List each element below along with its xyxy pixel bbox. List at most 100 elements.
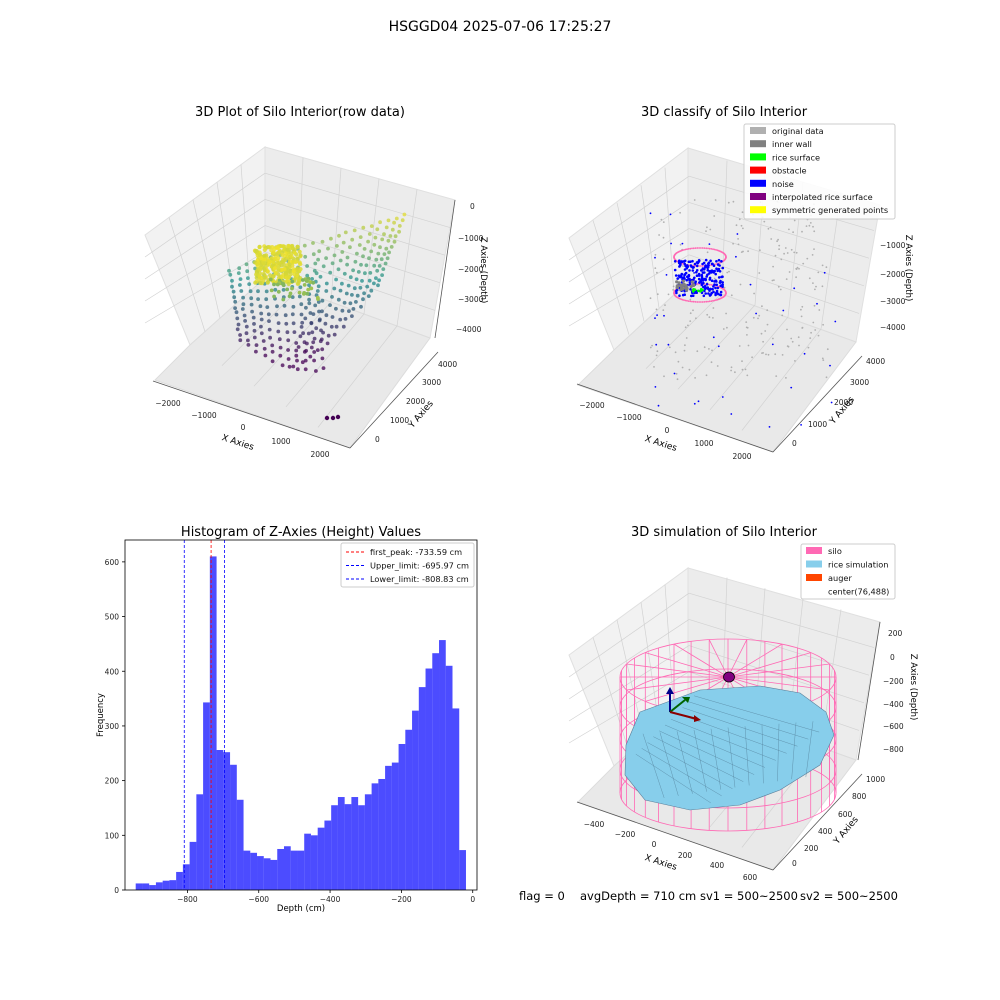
raw-point [284,321,289,326]
hist-y-label: Frequency [96,693,106,737]
raw-point [269,288,274,293]
raw-point [359,262,363,267]
hist-bar [203,702,210,890]
footer-status: flag = 0 avgDepth = 710 cm sv1 = 500~250… [519,889,898,903]
raw-point [311,312,316,316]
raw-point [267,319,271,323]
rice-mesh-line [641,748,722,796]
classify-point-noise [697,400,700,403]
raw-point [272,294,276,299]
classify-point-original [773,279,775,281]
sim-x-tick: −200 [615,830,636,839]
raw-point [321,330,325,335]
classify-point-original [813,248,815,251]
classify-z-label: Z Axies (Depth) [903,235,913,302]
classify-point-original [767,353,770,356]
raw-point [350,293,354,297]
raw-point [345,262,349,267]
raw-point [291,304,296,309]
raw-point [376,251,381,256]
classify-point-original [786,328,788,331]
hist-y-ticks: 0 100 200 300 400 500 600 [105,558,125,895]
classify-point-original [684,344,686,347]
classify-point-original [797,336,800,339]
raw-point [296,281,301,286]
raw-point [291,321,296,326]
classify-point-original [764,330,767,332]
classify-point-original [778,248,780,251]
classify-point-noise [803,352,806,355]
classify-point-noise [683,259,687,263]
grid-line [664,584,675,712]
raw-point [372,281,376,286]
raw-point [261,339,266,343]
classify-point-noise [692,266,695,269]
classify-point-noise [704,258,708,262]
raw-point [295,273,300,278]
classify-point-original [664,304,666,306]
classify-point-interpolated [681,249,684,252]
classify-point-noise [676,277,679,280]
sim-auger-marker [723,671,735,683]
raw-point [342,271,347,276]
classify-point-inner-wall [689,284,693,289]
classify-point-original [813,230,816,233]
raw-point [320,309,324,314]
classify-point-original [651,344,653,347]
raw-point [256,289,260,294]
classify-point-noise [693,272,695,274]
classify-point-interpolated [696,283,699,285]
hist-bar [459,850,466,890]
classify-point-interpolated [700,265,702,267]
grid-line [144,172,266,258]
hist-x-tick-label: −800 [177,895,198,904]
classify-point-original [655,354,658,357]
raw-point [227,268,231,273]
hist-bar [317,827,325,890]
classify-point-original [708,348,710,350]
raw-point [343,230,348,235]
classify-point-noise [800,424,802,426]
raw-point [272,246,277,251]
raw-point [276,321,281,325]
classify-point-original [708,316,711,319]
sim-grid [568,577,875,848]
raw-point [304,279,309,283]
classify-point-interpolated [684,299,687,302]
classify-point-original [716,365,719,367]
classify-point-original [781,314,784,317]
hist-bar [162,880,170,890]
raw-point [246,338,250,343]
classify-point-original [795,267,798,270]
raw-point [281,288,286,292]
raw-point [379,257,384,262]
sim-legend: silo rice simulation auger center(76,488) [800,543,896,600]
classify-point-noise [683,268,687,271]
classify-point-noise [708,276,712,280]
classify-point-noise [694,280,697,284]
classify-z-tick: −4000 [880,323,906,332]
classify-point-noise [716,269,719,273]
classify-point-original [812,225,814,228]
classify-point-original [785,278,788,280]
raw-point [358,285,363,290]
histogram-panel: Histogram of Z-Axies (Height) Values −80… [96,525,478,914]
classify-point-original [713,277,716,280]
raw-point [338,258,343,263]
classify-point-original [766,309,769,312]
raw-point [377,264,382,268]
raw-point [388,234,393,238]
classify-x-tick: −2000 [579,401,605,410]
raw-point [299,325,304,329]
hist-y-tick-label: 400 [105,667,120,676]
raw-point [276,329,281,334]
classify-point-noise [685,278,688,282]
classify-point-interpolated [703,247,706,250]
hist-chart-title: Histogram of Z-Axies (Height) Values [181,525,421,540]
classify-point-noise [735,255,737,258]
raw-point [302,243,307,248]
classify-point-original [752,316,755,319]
classify-point-original [814,329,817,331]
classify-point-noise [717,276,721,279]
raw-point [253,249,258,254]
